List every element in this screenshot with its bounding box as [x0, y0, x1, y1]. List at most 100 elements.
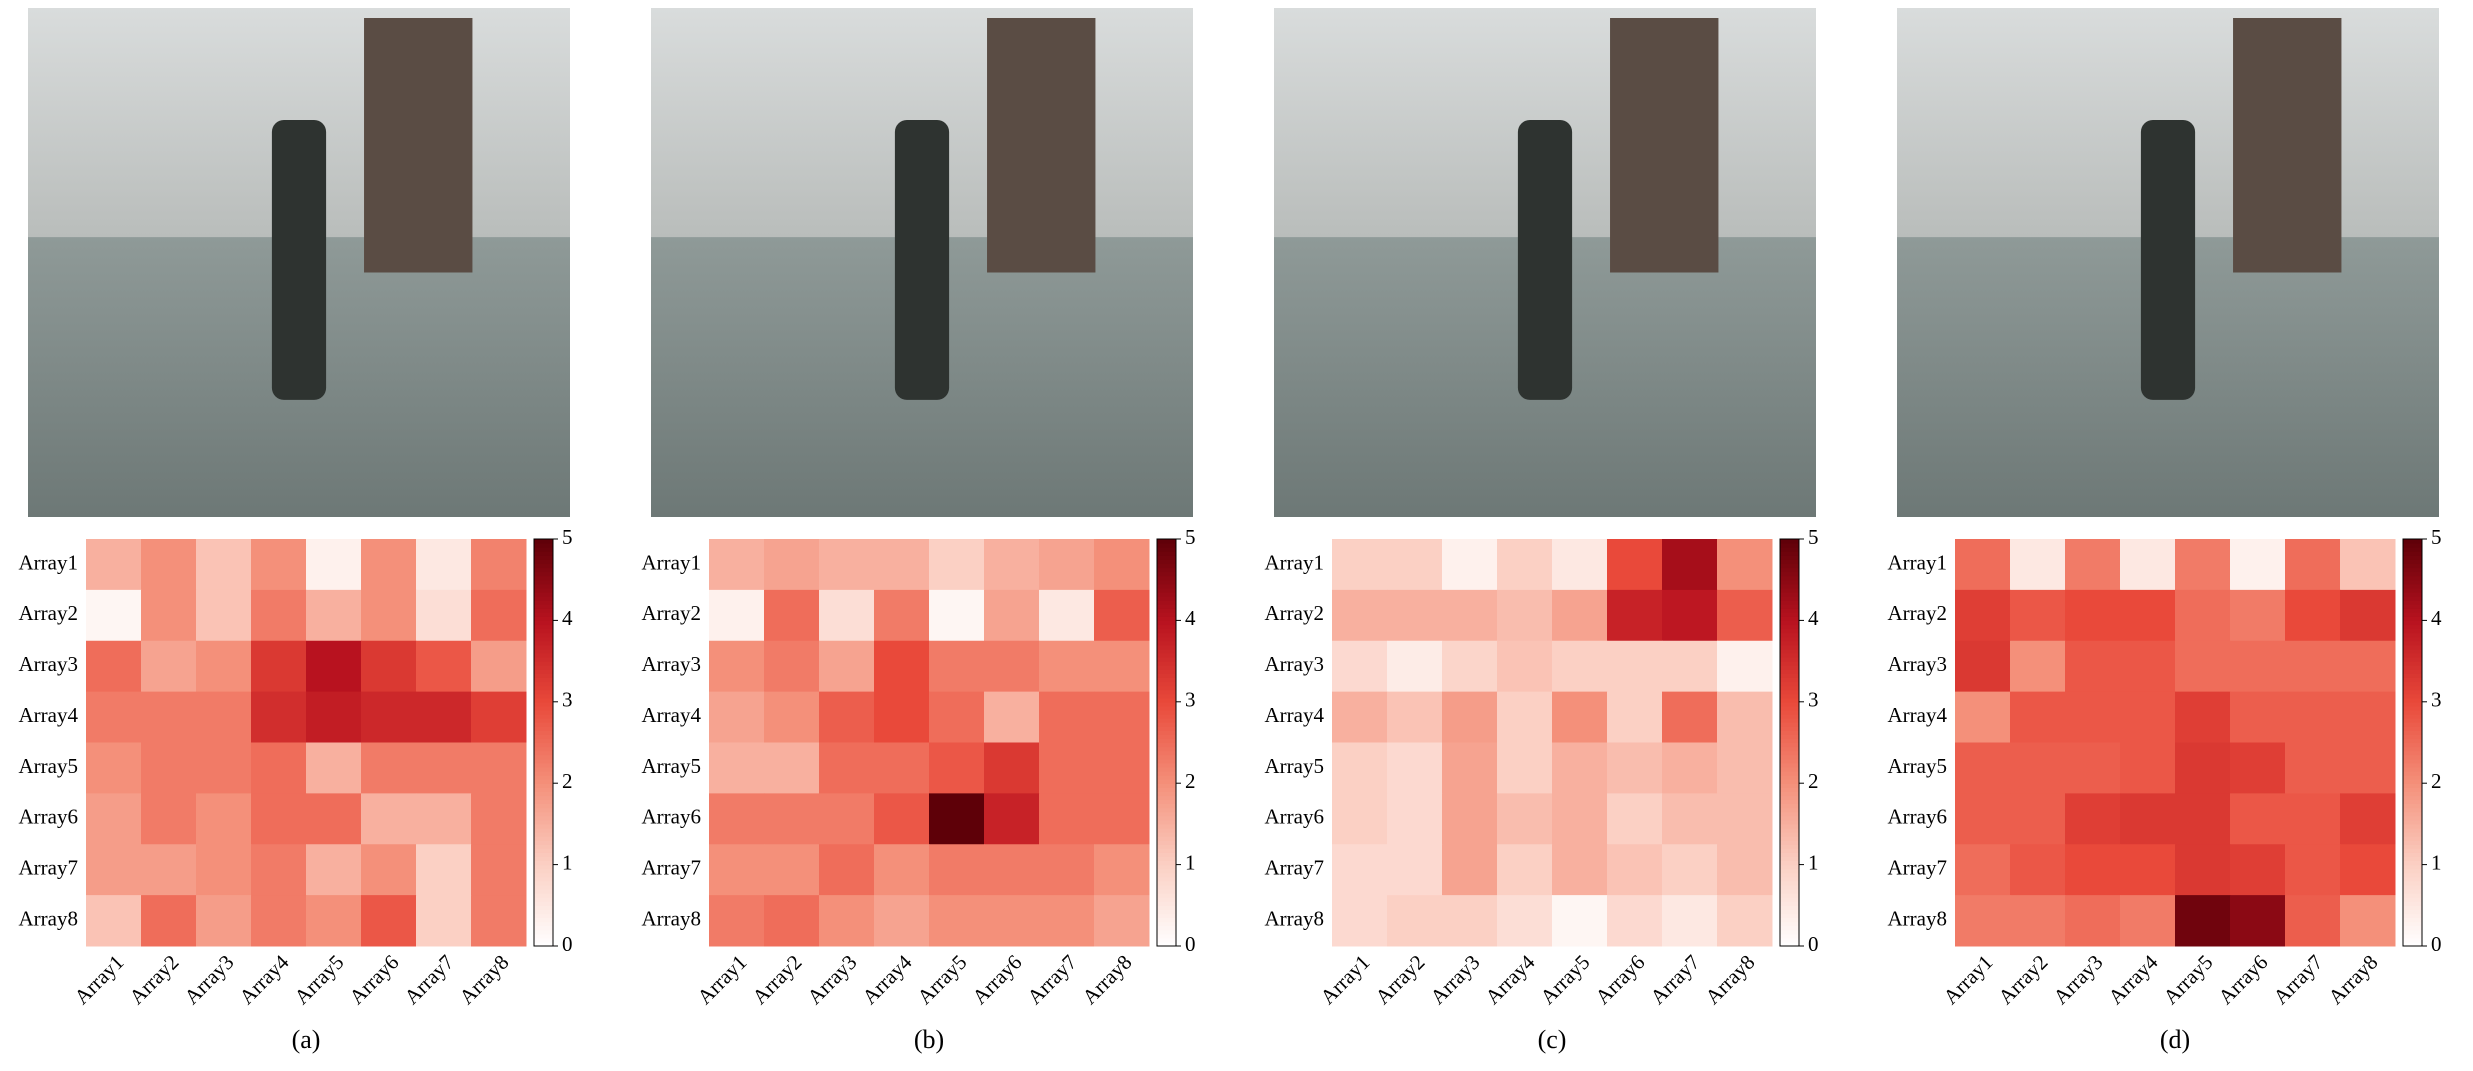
heatmap-cell: [874, 793, 930, 845]
colorbar-segment: [534, 750, 553, 756]
heatmap-cell: [1662, 691, 1718, 743]
colorbar-tick-label: 3: [1808, 688, 1819, 712]
colorbar-segment: [1157, 616, 1176, 621]
colorbar-segment: [534, 571, 553, 577]
colorbar-segment: [1157, 693, 1176, 699]
heatmap-cell: [196, 691, 252, 743]
colorbar-segment: [1780, 681, 1799, 687]
colorbar-segment: [2403, 595, 2422, 601]
colorbar-segment: [534, 852, 553, 858]
colorbar-tick-label: 4: [1808, 606, 1819, 630]
colorbar-segment: [1157, 917, 1176, 923]
colorbar-segment: [534, 921, 553, 927]
heatmap-cell: [1662, 895, 1718, 947]
x-tick-label: Array1: [1938, 950, 1997, 1009]
heatmap-cell: [984, 539, 1040, 591]
colorbar-segment: [534, 620, 553, 626]
heatmap-cell: [1094, 793, 1150, 845]
heatmap-cell: [1387, 539, 1443, 591]
heatmap-cell: [1552, 589, 1608, 642]
heatmap-cell: [86, 589, 142, 642]
heatmap-cell: [1094, 589, 1150, 642]
heatmap-cell: [984, 691, 1040, 743]
colorbar-segment: [1780, 893, 1799, 898]
colorbar-segment: [1157, 661, 1176, 666]
heatmap-cell: [929, 844, 985, 896]
heatmap-cell: [1662, 640, 1718, 693]
heatmap-cell: [2230, 691, 2286, 743]
colorbar-segment: [534, 726, 553, 731]
heatmap-cell: [1387, 793, 1443, 845]
y-tick-label: Array4: [19, 703, 79, 727]
colorbar-segment: [534, 705, 553, 711]
colorbar-segment: [1157, 722, 1176, 727]
colorbar-segment: [1157, 783, 1176, 788]
colorbar-segment: [534, 832, 553, 837]
colorbar-segment: [2403, 661, 2422, 666]
heatmap-cell: [86, 793, 142, 845]
colorbar-segment: [2403, 681, 2422, 687]
heatmap-cell: [1552, 640, 1608, 693]
colorbar-segment: [534, 856, 553, 862]
colorbar-segment: [2403, 547, 2422, 552]
heatmap-cell: [2065, 793, 2121, 845]
colorbar-segment: [2403, 555, 2422, 560]
colorbar-segment: [534, 770, 553, 776]
colorbar-segment: [534, 640, 553, 646]
colorbar-segment: [1780, 844, 1799, 849]
colorbar-segment: [2403, 815, 2422, 821]
colorbar-tick-label: 4: [562, 606, 573, 630]
heatmap-cell: [819, 742, 875, 794]
colorbar-segment: [2403, 567, 2422, 573]
heatmap-cell: [2230, 742, 2286, 794]
heatmap-cell: [1955, 793, 2011, 845]
colorbar-segment: [1157, 591, 1176, 597]
x-tick-label: Array7: [1022, 950, 1081, 1009]
colorbar-segment: [1157, 714, 1176, 719]
colorbar-segment: [2403, 770, 2422, 776]
colorbar-segment: [2403, 889, 2422, 894]
heatmap-cell: [196, 539, 252, 591]
x-tick-label: Array4: [1480, 950, 1539, 1009]
colorbar-segment: [1157, 669, 1176, 674]
heatmap-cell: [251, 895, 307, 947]
y-tick-label: Array3: [642, 652, 701, 676]
colorbar-segment: [2403, 648, 2422, 654]
heatmap-cell: [764, 742, 820, 794]
colorbar-frame: [533, 538, 554, 947]
heatmap-cell: [251, 691, 307, 743]
colorbar-segment: [534, 583, 553, 589]
colorbar-segment: [1780, 571, 1799, 577]
colorbar-segment: [1157, 734, 1176, 740]
colorbar-segment: [534, 673, 553, 678]
heatmap-cell: [361, 691, 417, 743]
heatmap-cell: [471, 742, 527, 794]
colorbar-segment: [1157, 872, 1176, 878]
heatmap-cell: [471, 691, 527, 743]
colorbar-segment: [2403, 591, 2422, 597]
colorbar-segment: [534, 803, 553, 809]
heatmap-cell: [1497, 742, 1553, 794]
colorbar-segment: [2403, 604, 2422, 609]
colorbar-segment: [1780, 779, 1799, 784]
colorbar-segment: [2403, 571, 2422, 577]
colorbar-tick-label: 3: [562, 688, 573, 712]
colorbar-segment: [2403, 933, 2422, 939]
heatmap-cell: [471, 844, 527, 896]
colorbar-segment: [534, 685, 553, 691]
colorbar-segment: [1157, 600, 1176, 605]
colorbar-segment: [1157, 571, 1176, 577]
colorbar-segment: [1780, 783, 1799, 788]
colorbar-segment: [1780, 836, 1799, 841]
colorbar-segment: [2403, 726, 2422, 731]
heatmap-cell: [1955, 895, 2011, 947]
heatmap-cell: [2175, 844, 2231, 896]
colorbar-segment: [1780, 563, 1799, 569]
photo-person: [1517, 119, 1573, 400]
colorbar-tick-label: 5: [1808, 525, 1819, 549]
colorbar-segment: [1780, 701, 1799, 707]
heatmap-cell: [416, 793, 472, 845]
colorbar-segment: [1780, 933, 1799, 939]
colorbar-segment: [1157, 559, 1176, 565]
